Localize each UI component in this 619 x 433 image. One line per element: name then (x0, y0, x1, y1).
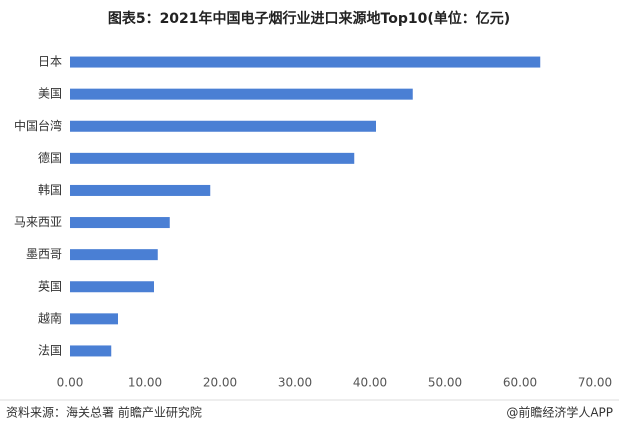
y-tick-label: 墨西哥 (26, 247, 62, 261)
y-tick-label: 英国 (38, 279, 62, 293)
credit: @前瞻经济学人APP (506, 405, 613, 420)
y-tick-label: 越南 (38, 310, 62, 325)
x-tick-label: 60.00 (503, 376, 537, 390)
y-tick-label: 中国台湾 (14, 118, 62, 133)
bar (70, 88, 413, 100)
y-tick-label: 美国 (38, 87, 62, 101)
bar (70, 313, 118, 325)
bar (70, 217, 170, 229)
x-tick-label: 20.00 (203, 376, 237, 390)
y-tick-label: 法国 (38, 343, 62, 357)
bar (70, 281, 154, 293)
y-tick-label: 德国 (38, 150, 62, 165)
x-tick-label: 10.00 (128, 376, 162, 390)
y-tick-label: 韩国 (38, 182, 62, 197)
x-tick-label: 30.00 (278, 376, 312, 390)
x-tick-label: 40.00 (353, 376, 387, 390)
x-tick-label: 50.00 (428, 376, 462, 390)
chart-title: 图表5：2021年中国电子烟行业进口来源地Top10(单位：亿元) (108, 10, 510, 27)
bar (70, 249, 158, 261)
y-tick-label: 马来西亚 (14, 215, 62, 229)
x-tick-label: 70.00 (578, 376, 612, 390)
bar (70, 345, 112, 357)
x-tick-label: 0.00 (57, 376, 84, 390)
bar (70, 120, 376, 132)
source: 资料来源：海关总署 前瞻产业研究院 (6, 405, 202, 420)
bar (70, 56, 541, 68)
bar (70, 184, 211, 196)
bar (70, 152, 355, 164)
y-tick-label: 日本 (38, 55, 62, 69)
